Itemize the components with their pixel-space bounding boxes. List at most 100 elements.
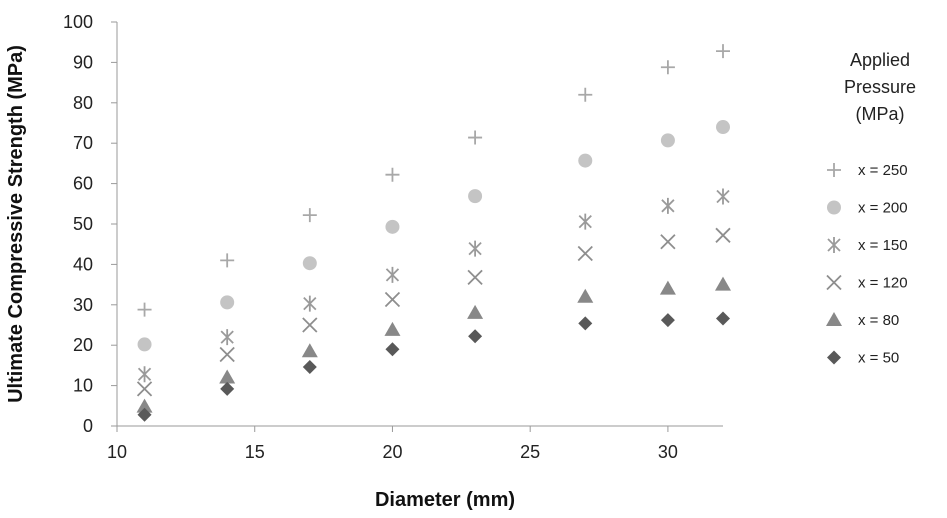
data-point bbox=[137, 337, 152, 352]
data-point bbox=[660, 133, 675, 148]
y-axis-title: Ultimate Compressive Strength (MPa) bbox=[5, 45, 27, 403]
data-point bbox=[220, 329, 234, 346]
data-points bbox=[136, 44, 731, 422]
series-asterisk bbox=[137, 188, 730, 383]
legend-label: x = 50 bbox=[858, 350, 899, 367]
legend-marker bbox=[826, 274, 842, 291]
axes bbox=[116, 22, 723, 427]
data-point bbox=[578, 87, 593, 102]
data-point bbox=[660, 234, 676, 250]
data-point bbox=[468, 189, 483, 204]
legend-item: x = 200 bbox=[827, 200, 908, 217]
legend-item: x = 80 bbox=[826, 312, 899, 329]
legend-label: x = 150 bbox=[858, 237, 908, 254]
legend-item: x = 50 bbox=[827, 350, 899, 367]
y-tick-label: 70 bbox=[73, 133, 93, 153]
legend-label: x = 250 bbox=[858, 162, 908, 179]
data-point bbox=[302, 256, 317, 271]
legend-title-line: Applied bbox=[850, 50, 910, 70]
legend-marker bbox=[826, 312, 842, 326]
data-point bbox=[303, 295, 317, 312]
data-point bbox=[715, 276, 731, 291]
data-point bbox=[577, 245, 593, 262]
y-tick-label: 80 bbox=[73, 93, 93, 113]
legend-items: x = 250 x = 200 x = 150 x = 120 x = 80 x = 50 bbox=[826, 162, 908, 367]
y-tick-label: 60 bbox=[73, 174, 93, 194]
legend-label: x = 200 bbox=[858, 200, 908, 217]
y-tick-label: 30 bbox=[73, 295, 93, 315]
data-point bbox=[716, 188, 730, 205]
legend-label: x = 120 bbox=[858, 275, 908, 292]
y-tick-label: 0 bbox=[83, 416, 93, 436]
data-point bbox=[468, 130, 483, 145]
data-point bbox=[716, 120, 730, 135]
data-point bbox=[220, 295, 235, 310]
legend-label: x = 80 bbox=[858, 312, 899, 329]
x-tick-label: 25 bbox=[520, 442, 540, 462]
legend-marker bbox=[827, 237, 841, 253]
series-cross bbox=[136, 227, 731, 397]
data-point bbox=[137, 366, 152, 383]
data-point bbox=[716, 44, 730, 59]
series-plus bbox=[137, 44, 730, 317]
data-point bbox=[384, 291, 401, 308]
series-triangle bbox=[136, 276, 731, 413]
data-point bbox=[577, 288, 594, 303]
x-axis-ticks: 10 15 20 25 30 bbox=[107, 426, 678, 462]
data-point bbox=[715, 227, 731, 243]
data-point bbox=[467, 269, 483, 285]
data-point bbox=[137, 302, 152, 317]
data-point bbox=[716, 311, 730, 326]
data-point bbox=[302, 317, 318, 333]
x-tick-label: 30 bbox=[658, 442, 678, 462]
data-point bbox=[219, 369, 236, 384]
data-point bbox=[660, 313, 675, 328]
data-point bbox=[385, 219, 400, 234]
legend-marker bbox=[827, 163, 841, 177]
series-circle bbox=[137, 120, 730, 352]
data-point bbox=[219, 346, 235, 363]
x-tick-label: 20 bbox=[382, 442, 402, 462]
legend-title-line: (MPa) bbox=[856, 104, 905, 124]
data-point bbox=[659, 280, 676, 295]
data-point bbox=[578, 316, 593, 331]
y-tick-label: 100 bbox=[63, 12, 93, 32]
legend-marker bbox=[827, 200, 841, 215]
x-tick-label: 15 bbox=[245, 442, 265, 462]
data-point bbox=[220, 381, 235, 396]
data-point bbox=[385, 167, 400, 182]
data-point bbox=[385, 266, 400, 283]
y-axis-ticks: 0 10 20 30 40 50 60 70 80 90 100 bbox=[63, 12, 117, 436]
legend-item: x = 120 bbox=[826, 274, 908, 292]
y-tick-label: 50 bbox=[73, 214, 93, 234]
data-point bbox=[136, 398, 153, 413]
data-point bbox=[302, 360, 317, 375]
y-tick-label: 10 bbox=[73, 376, 93, 396]
data-point bbox=[302, 208, 317, 223]
data-point bbox=[385, 342, 400, 357]
x-tick-label: 10 bbox=[107, 442, 127, 462]
x-axis-title: Diameter (mm) bbox=[375, 489, 515, 511]
y-tick-label: 20 bbox=[73, 335, 93, 355]
data-point bbox=[301, 343, 318, 358]
data-point bbox=[137, 407, 152, 422]
legend-item: x = 250 bbox=[827, 162, 908, 179]
y-tick-label: 40 bbox=[73, 254, 93, 274]
legend-title-line: Pressure bbox=[844, 77, 916, 97]
data-point bbox=[136, 381, 153, 397]
data-point bbox=[468, 240, 482, 257]
legend-item: x = 150 bbox=[827, 237, 908, 254]
data-point bbox=[578, 213, 592, 230]
data-point bbox=[468, 329, 483, 344]
data-point bbox=[578, 153, 593, 168]
data-point bbox=[220, 253, 235, 268]
data-point bbox=[661, 197, 675, 214]
data-point bbox=[660, 60, 675, 75]
data-point bbox=[467, 304, 484, 319]
series-diamond bbox=[137, 311, 730, 422]
y-tick-label: 90 bbox=[73, 52, 93, 72]
data-point bbox=[384, 321, 401, 336]
legend-marker bbox=[827, 350, 841, 365]
